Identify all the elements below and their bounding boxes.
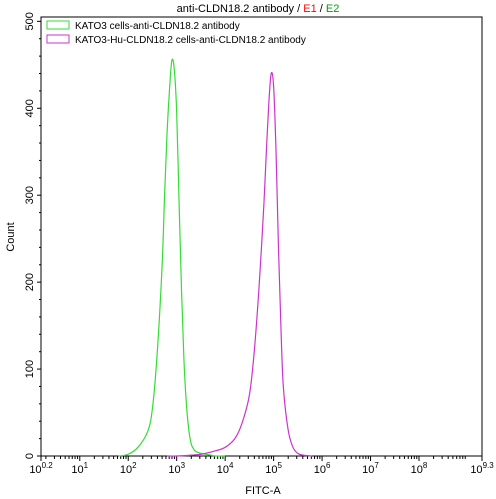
y-tick-label: 400 — [24, 99, 36, 117]
x-tick-label: 104 — [217, 461, 234, 476]
legend: KATO3 cells-anti-CLDN18.2 antibody KATO3-… — [46, 20, 306, 46]
x-tick-label: 105 — [265, 461, 282, 476]
title-part-2: E1 — [303, 3, 316, 15]
legend-swatch-2 — [46, 34, 70, 44]
title-part-0: anti-CLDN18.2 antibody — [177, 3, 295, 15]
x-axis: 100.2 101 102 103 104 105 106 107 108 109.3 — [29, 456, 494, 476]
x-tick-label: 109.3 — [470, 461, 494, 476]
series-line-2 — [166, 71, 313, 457]
y-tick-label: 100 — [24, 360, 36, 378]
x-axis-label: FITC-A — [245, 485, 281, 497]
plot-area — [40, 16, 483, 457]
x-tick-label: 103 — [168, 461, 185, 476]
y-axis: 0 100 200 300 400 500 — [24, 12, 41, 459]
x-tick-label: 102 — [120, 461, 137, 476]
x-tick-label: 100.2 — [29, 461, 53, 476]
series-layer — [118, 58, 313, 457]
title-part-1: / — [294, 3, 303, 15]
y-tick-label: 200 — [24, 273, 36, 291]
x-tick-label: 106 — [314, 461, 331, 476]
x-tick-label: 107 — [362, 461, 379, 476]
series-line-1 — [118, 58, 226, 457]
chart-title: anti-CLDN18.2 antibody / E1 / E2 — [177, 3, 340, 15]
title-part-3: / — [317, 3, 326, 15]
y-tick-label: 0 — [24, 453, 36, 459]
y-tick-label: 300 — [24, 186, 36, 204]
legend-label-2: KATO3-Hu-CLDN18.2 cells-anti-CLDN18.2 an… — [75, 35, 306, 46]
y-axis-label: Count — [5, 222, 17, 251]
x-tick-label: 108 — [411, 461, 428, 476]
y-tick-label: 500 — [24, 12, 36, 30]
legend-swatch-1 — [46, 20, 70, 30]
legend-label-1: KATO3 cells-anti-CLDN18.2 antibody — [75, 21, 240, 32]
title-part-4: E2 — [326, 3, 339, 15]
x-tick-label: 101 — [71, 461, 88, 476]
